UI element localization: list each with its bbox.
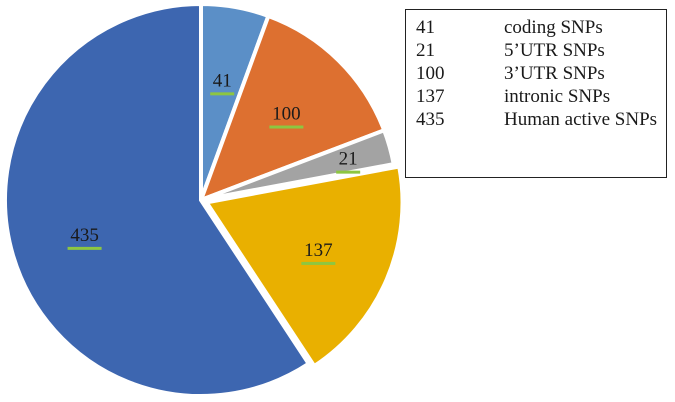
legend-value: 137 (416, 86, 445, 107)
data-label-137: 137 (304, 240, 333, 261)
legend-value: 100 (416, 63, 445, 84)
legend-label: 3’UTR SNPs (504, 63, 605, 84)
data-label-41: 41 (213, 70, 232, 91)
pie-slices (3, 1, 405, 398)
data-label-underline (269, 125, 304, 129)
chart-legend: 41 coding SNPs 21 5’UTR SNPs 100 3’UTR S… (405, 9, 667, 178)
legend-entry-coding: 41 coding SNPs (416, 16, 658, 39)
legend-value: 41 (416, 17, 435, 38)
pie-data-labels: 41 100 21 137 435 (67, 70, 361, 265)
data-label-underline (301, 261, 336, 265)
legend-value: 21 (416, 40, 435, 61)
legend-entry-human-active: 435 Human active SNPs (416, 108, 658, 131)
data-label-435: 435 (70, 225, 99, 246)
pie-slice-100 (197, 13, 387, 204)
legend-entry-intronic: 137 intronic SNPs (416, 85, 658, 108)
legend-label: Human active SNPs (504, 109, 658, 130)
legend-label: 5’UTR SNPs (504, 40, 605, 61)
legend-value: 435 (416, 109, 445, 130)
data-label-underline (336, 170, 361, 174)
data-label-underline (67, 246, 102, 250)
legend-entry-5utr: 21 5’UTR SNPs (416, 39, 658, 62)
legend-entry-3utr: 100 3’UTR SNPs (416, 62, 658, 85)
pie-slice-21 (200, 127, 397, 202)
pie-slice-137 (203, 164, 405, 369)
pie-slice-435 (3, 1, 312, 398)
legend-label: coding SNPs (504, 17, 603, 38)
data-label-100: 100 (272, 104, 301, 125)
data-label-21: 21 (339, 149, 358, 170)
legend-label: intronic SNPs (504, 86, 611, 107)
data-label-underline (210, 92, 235, 96)
